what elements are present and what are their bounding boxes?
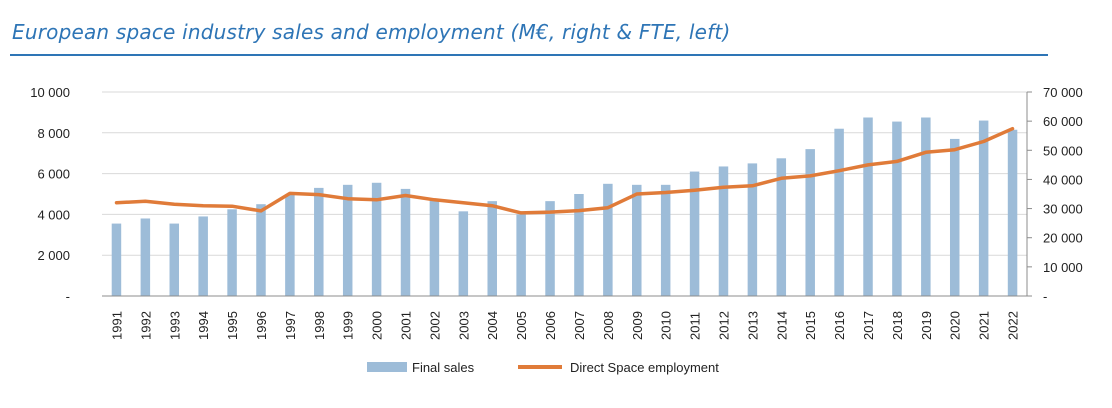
x-tick-label: 2012 bbox=[716, 311, 731, 340]
bar-final-sales bbox=[140, 218, 151, 296]
bar-final-sales bbox=[978, 120, 989, 296]
legend: Final sales Direct Space employment bbox=[367, 360, 719, 375]
x-tick-label: 2010 bbox=[659, 311, 674, 340]
bar-final-sales bbox=[921, 117, 931, 296]
x-tick-label: 2009 bbox=[630, 311, 645, 340]
bar-final-sales bbox=[718, 166, 729, 296]
bar-final-sales bbox=[776, 158, 787, 296]
x-tick-label: 1997 bbox=[283, 311, 298, 340]
x-tick-label: 2015 bbox=[803, 311, 818, 340]
x-tick-label: 1994 bbox=[196, 311, 211, 340]
bar-final-sales bbox=[342, 184, 353, 296]
bar-final-sales bbox=[1007, 129, 1018, 296]
bar-final-sales bbox=[747, 163, 758, 296]
bar-final-sales bbox=[198, 216, 208, 296]
y-right-tick-label: 50 000 bbox=[1043, 143, 1083, 158]
x-tick-label: 2021 bbox=[977, 311, 992, 340]
bar-final-sales bbox=[111, 223, 122, 296]
x-tick-label: 1996 bbox=[254, 311, 269, 340]
x-tick-label: 2020 bbox=[948, 311, 963, 340]
bar-final-sales bbox=[169, 223, 180, 296]
bar-final-sales bbox=[834, 128, 844, 296]
bar-final-sales bbox=[632, 184, 642, 296]
x-tick-label: 1999 bbox=[341, 311, 356, 340]
legend-swatch-final-sales bbox=[367, 362, 407, 372]
title-underline bbox=[10, 54, 1048, 56]
x-tick-label: 1993 bbox=[167, 311, 182, 340]
x-tick-label: 2005 bbox=[514, 311, 529, 340]
bar-final-sales bbox=[805, 149, 815, 296]
bar-final-sales bbox=[285, 195, 295, 296]
y-right-tick-label: - bbox=[1043, 289, 1047, 304]
x-tick-label: 2000 bbox=[370, 311, 385, 340]
bar-final-sales bbox=[516, 214, 526, 296]
legend-label-final-sales: Final sales bbox=[412, 360, 475, 375]
y-right-tick-label: 40 000 bbox=[1043, 172, 1083, 187]
x-tick-label: 2002 bbox=[427, 311, 442, 340]
y-left-tick-label: 6 000 bbox=[37, 167, 70, 182]
bar-final-sales bbox=[574, 194, 584, 296]
x-tick-label: 2011 bbox=[688, 312, 703, 340]
x-tick-label: 2022 bbox=[1006, 311, 1021, 340]
x-tick-label: 2019 bbox=[919, 311, 934, 340]
x-tick-label: 1991 bbox=[109, 311, 124, 340]
x-tick-label: 2006 bbox=[543, 311, 558, 340]
y-right-tick-label: 30 000 bbox=[1043, 202, 1083, 217]
gridlines bbox=[102, 91, 1027, 256]
x-tick-label: 1995 bbox=[225, 311, 240, 340]
bar-final-sales bbox=[371, 182, 382, 296]
y-left-tick-label: 4 000 bbox=[37, 207, 70, 222]
y-left-tick-label: 8 000 bbox=[37, 126, 70, 141]
x-tick-label: 2008 bbox=[601, 311, 616, 340]
x-tick-label: 2001 bbox=[399, 311, 414, 340]
bar-final-sales bbox=[545, 201, 555, 296]
x-tick-label: 2017 bbox=[861, 311, 876, 340]
y-right-tick-label: 20 000 bbox=[1043, 231, 1083, 246]
y-left-tick-label: - bbox=[66, 289, 70, 304]
bar-final-sales bbox=[603, 183, 613, 296]
x-tick-label: 2018 bbox=[890, 311, 905, 340]
bar-final-sales bbox=[458, 211, 469, 296]
x-tick-label: 2007 bbox=[572, 311, 587, 340]
y-left-tick-label: 2 000 bbox=[37, 248, 70, 263]
bar-final-sales bbox=[400, 188, 411, 296]
x-tick-label: 2004 bbox=[485, 311, 500, 340]
x-tick-label: 1998 bbox=[312, 311, 327, 340]
bar-final-sales bbox=[660, 184, 671, 296]
legend-label-employment: Direct Space employment bbox=[570, 360, 719, 375]
bar-final-sales bbox=[863, 117, 873, 296]
y-right-tick-label: 60 000 bbox=[1043, 114, 1083, 129]
y-right-tick-label: 70 000 bbox=[1043, 85, 1083, 100]
chart-title: European space industry sales and employ… bbox=[12, 20, 731, 44]
bar-final-sales bbox=[256, 204, 266, 296]
y-right-tick-label: 10 000 bbox=[1043, 260, 1083, 275]
bar-final-sales bbox=[689, 171, 700, 296]
bar-final-sales bbox=[227, 209, 237, 296]
bar-final-sales bbox=[487, 201, 497, 296]
axes: - 2 000 4 000 6 000 8 000 10 000 - 10 000 20 000… bbox=[30, 85, 1083, 340]
bar-final-sales bbox=[314, 187, 324, 296]
x-tick-label: 1992 bbox=[138, 311, 153, 340]
x-tick-label: 2014 bbox=[774, 311, 789, 340]
bars-final-sales bbox=[111, 117, 1018, 296]
bar-final-sales bbox=[949, 138, 960, 296]
x-tick-label: 2003 bbox=[456, 311, 471, 340]
y-left-tick-label: 10 000 bbox=[30, 85, 70, 100]
line-employment bbox=[114, 126, 1015, 215]
x-tick-label: 2016 bbox=[832, 311, 847, 340]
line-direct-space-employment bbox=[114, 126, 1015, 215]
bar-final-sales bbox=[429, 200, 440, 296]
bar-final-sales bbox=[892, 121, 902, 296]
x-tick-label: 2013 bbox=[745, 311, 760, 340]
